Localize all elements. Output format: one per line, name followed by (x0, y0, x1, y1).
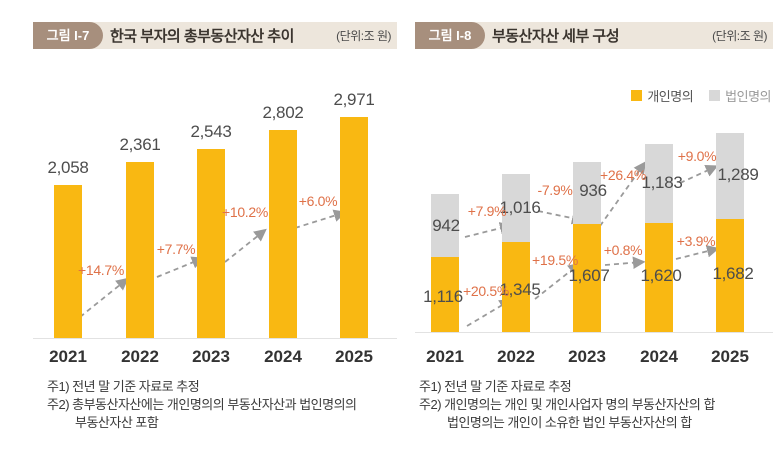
growth-arrow (679, 165, 719, 184)
bar-segment-총부동산자산-2023 (197, 148, 225, 338)
bar-segment-총부동산자산-2025 (340, 117, 368, 338)
value-label-총부동산자산-2025: 2,971 (333, 90, 375, 109)
growth-label-법인명의-2024: +26.4% (599, 167, 647, 183)
composition-stacked-bar-chart: 2021 2022 2023 2024 2025 1,116 1,345 1,607 1,620… (415, 20, 773, 451)
figure-1-7-badge: 그림 I-7 (33, 22, 103, 49)
growth-arrow (224, 228, 267, 263)
footnote-line: 주2) 개인명의는 개인 및 개인사업자 명의 부동산자산의 합 (419, 397, 715, 412)
x-tick-label-2023: 2023 (192, 347, 230, 366)
bar-segment-개인명의-2021 (431, 257, 459, 332)
legend-swatch-gray (709, 90, 721, 101)
growth-arrow (294, 209, 347, 229)
figure-1-7-title: 한국 부자의 총부동산자산 추이 (110, 28, 294, 45)
value-label-개인명의-2024: 1,620 (640, 266, 682, 285)
figure-1-8-panel: 그림 I-8 부동산자산 세부 구성 (단위:조 원) 개인명의 법인명의 20… (415, 20, 773, 451)
figure-1-7-footnotes: 주1) 전년 말 기준 자료로 추정 주2) 총부동산자산에는 개인명의의 부동… (47, 378, 357, 432)
value-label-법인명의-2023: 936 (579, 181, 607, 200)
x-tick-label-2024: 2024 (640, 347, 678, 366)
value-label-개인명의-2023: 1,607 (568, 266, 610, 285)
growth-label-법인명의-2025: +9.0% (677, 148, 717, 164)
x-tick-label-2024: 2024 (264, 347, 302, 366)
legend: 개인명의 법인명의 (631, 86, 771, 105)
growth-arrow (156, 256, 205, 278)
value-label-개인명의-2025: 1,682 (712, 264, 754, 283)
figure-1-8-title: 부동산자산 세부 구성 (492, 28, 620, 45)
value-label-개인명의-2021: 1,116 (423, 287, 463, 306)
x-axis-line (33, 338, 397, 339)
growth-label-총부동산자산-2025: +6.0% (298, 193, 338, 209)
footnote-line: 부동산자산 포함 (75, 415, 159, 430)
bar-segment-개인명의-2025 (716, 219, 744, 332)
figure-1-8-footnotes: 주1) 전년 말 기준 자료로 추정 주2) 개인명의는 개인 및 개인사업자 … (419, 378, 715, 432)
bar-segment-법인명의-2022 (502, 173, 530, 242)
bar-segment-법인명의-2024 (645, 144, 673, 224)
x-tick-label-2021: 2021 (49, 347, 87, 366)
x-tick-label-2025: 2025 (335, 347, 373, 366)
bar-segment-총부동산자산-2022 (126, 162, 154, 338)
growth-label-개인명의-2022: +20.5% (462, 283, 510, 299)
value-label-총부동산자산-2021: 2,058 (47, 158, 89, 177)
value-label-개인명의-2022: 1,345 (499, 280, 541, 299)
value-label-법인명의-2024: 1,183 (641, 173, 683, 192)
growth-label-개인명의-2023: +19.5% (531, 252, 579, 268)
legend-item-corporate: 법인명의 (709, 86, 771, 105)
bar-segment-총부동산자산-2021 (54, 184, 82, 338)
figure-1-8-unit-label: (단위:조 원) (712, 29, 767, 43)
footnote-line: 주1) 전년 말 기준 자료로 추정 (47, 379, 200, 394)
x-tick-label-2023: 2023 (568, 347, 606, 366)
legend-label: 개인명의 (647, 89, 694, 104)
growth-arrow (675, 245, 720, 260)
bar-segment-법인명의-2025 (716, 133, 744, 220)
footnote-line: 주1) 전년 말 기준 자료로 추정 (419, 379, 572, 394)
growth-arrow (604, 256, 646, 270)
x-axis-line (415, 332, 773, 333)
bar-segment-총부동산자산-2024 (269, 129, 297, 338)
growth-arrow (79, 277, 129, 318)
growth-label-개인명의-2025: +3.9% (676, 233, 716, 249)
legend-swatch-yellow (631, 90, 643, 101)
bar-segment-개인명의-2022 (502, 241, 530, 332)
x-tick-label-2025: 2025 (711, 347, 749, 366)
growth-label-법인명의-2022: +7.9% (467, 203, 507, 219)
figure-1-7-unit-label: (단위:조 원) (336, 29, 391, 43)
bar-segment-개인명의-2024 (645, 223, 673, 332)
footnote-line: 주2) 총부동산자산에는 개인명의의 부동산자산과 법인명의의 (47, 397, 357, 412)
growth-label-총부동산자산-2023: +7.7% (156, 241, 196, 257)
value-label-법인명의-2022: 1,016 (499, 198, 541, 217)
legend-item-personal: 개인명의 (631, 86, 694, 105)
x-tick-label-2022: 2022 (497, 347, 535, 366)
total-assets-bar-chart: 2021 2022 2023 2024 2025 2,058 2,361 2,543 2,802… (33, 20, 397, 451)
value-label-법인명의-2025: 1,289 (717, 165, 759, 184)
value-label-총부동산자산-2022: 2,361 (119, 135, 161, 154)
legend-label: 법인명의 (725, 89, 771, 104)
value-label-총부동산자산-2024: 2,802 (262, 103, 304, 122)
value-label-총부동산자산-2023: 2,543 (190, 122, 232, 141)
growth-label-총부동산자산-2022: +14.7% (77, 262, 125, 278)
value-label-법인명의-2021: 942 (432, 216, 460, 235)
figure-1-7-header: 그림 I-7 한국 부자의 총부동산자산 추이 (단위:조 원) (33, 22, 397, 49)
figure-1-8-header: 그림 I-8 부동산자산 세부 구성 (단위:조 원) (415, 22, 773, 49)
bar-segment-개인명의-2023 (573, 224, 601, 332)
bar-segment-법인명의-2023 (573, 161, 601, 225)
growth-label-총부동산자산-2024: +10.2% (221, 204, 269, 220)
x-tick-label-2021: 2021 (426, 347, 464, 366)
x-tick-label-2022: 2022 (121, 347, 159, 366)
bar-segment-법인명의-2021 (431, 194, 459, 258)
footnote-line: 법인명의는 개인이 소유한 법인 부동산자산의 합 (447, 415, 692, 430)
figure-1-7-panel: 그림 I-7 한국 부자의 총부동산자산 추이 (단위:조 원) 2021 202… (33, 20, 397, 451)
growth-label-개인명의-2024: +0.8% (603, 242, 643, 258)
growth-label-법인명의-2023: -7.9% (537, 182, 573, 198)
figure-1-8-badge: 그림 I-8 (415, 22, 485, 49)
